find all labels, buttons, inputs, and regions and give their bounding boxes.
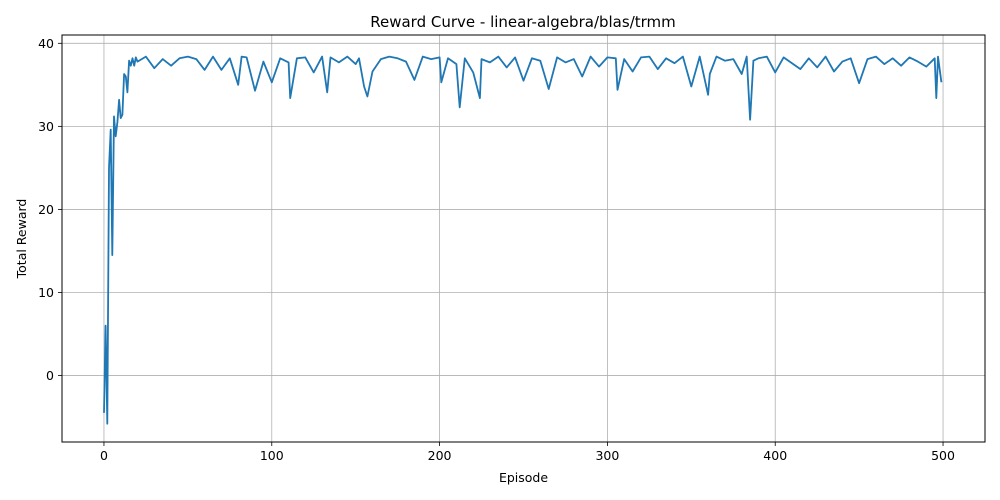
y-tick-label: 40	[38, 36, 54, 51]
x-tick-label: 200	[428, 448, 452, 463]
axes: 0 100 200 300 400 500 0 10 20 30 40	[38, 36, 955, 463]
plot-frame	[61, 34, 986, 443]
x-tick-label: 400	[763, 448, 787, 463]
y-tick-label: 0	[46, 368, 54, 383]
y-tick-label: 10	[38, 285, 54, 300]
x-tick-label: 500	[931, 448, 955, 463]
y-axis-title: Total Reward	[14, 199, 29, 280]
series-line-0	[103, 55, 943, 425]
y-tick-label: 20	[38, 202, 54, 217]
x-tick-label: 300	[595, 448, 619, 463]
grid-lines	[62, 35, 985, 442]
x-axis-title: Episode	[499, 470, 548, 485]
x-tick-label: 100	[260, 448, 284, 463]
x-tick-label: 0	[100, 448, 108, 463]
chart-title: Reward Curve - linear-algebra/blas/trmm	[370, 13, 676, 31]
series-group	[103, 55, 943, 425]
y-tick-label: 30	[38, 119, 54, 134]
